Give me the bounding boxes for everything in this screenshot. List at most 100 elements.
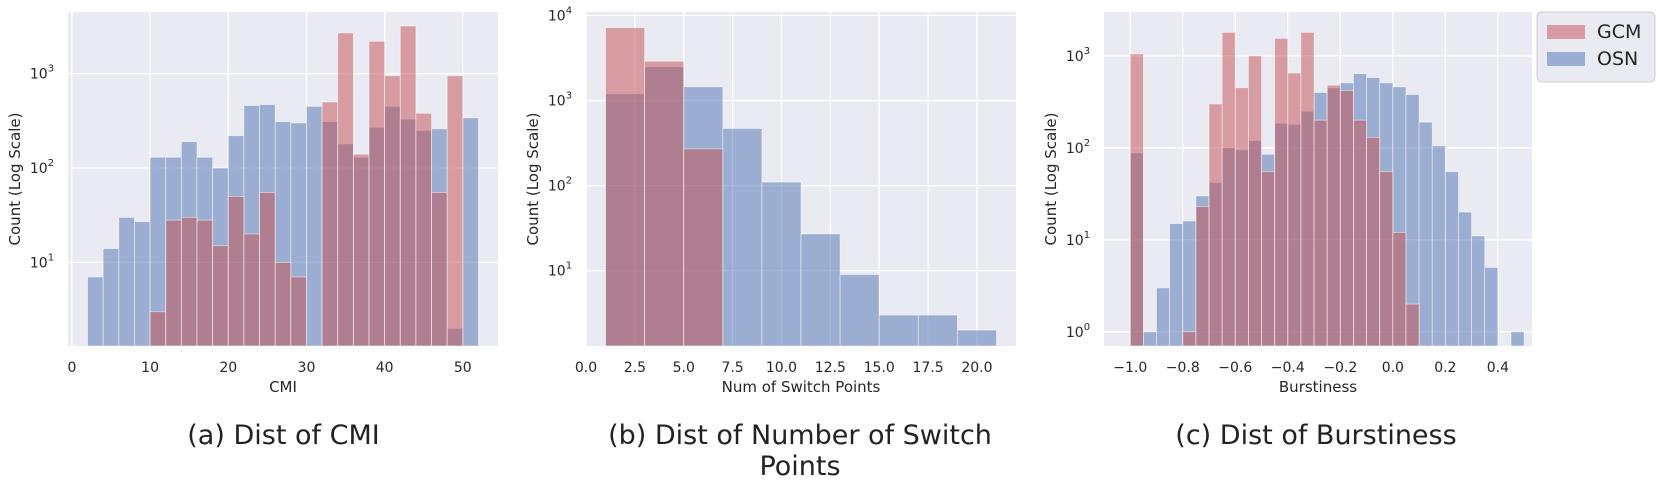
bar-osn xyxy=(761,181,802,347)
x-tick-label: 7.5 xyxy=(721,360,743,376)
bar-gcm xyxy=(352,153,370,347)
bar-gcm xyxy=(415,112,432,347)
x-tick-label: −0.6 xyxy=(1218,360,1252,376)
panel-burstiness: −1.0 −0.8 −0.6 −0.4 −0.2 0.0 0.2 0.410010110210… xyxy=(1042,12,1532,396)
y-axis-label: Count (Log Scale) xyxy=(524,113,542,246)
bar-gcm xyxy=(1208,103,1223,347)
x-tick-label: −0.2 xyxy=(1323,360,1357,376)
bar-gcm xyxy=(149,311,167,347)
y-tick-exponent: 3 xyxy=(48,64,54,75)
x-tick-label: 10 xyxy=(141,360,159,376)
bar-gcm xyxy=(1300,32,1315,347)
bar-osn xyxy=(102,248,120,347)
panel-cmi: 0 10 20 30 40 50 101 102 103 CMI Count (Log Scale) xyxy=(6,12,498,396)
bar-gcm xyxy=(321,101,339,347)
x-tick-label: 17.5 xyxy=(912,360,943,376)
series-gcm xyxy=(1129,32,1420,347)
bar-osn xyxy=(1484,267,1499,347)
bar-gcm xyxy=(644,60,685,347)
caption-b: (b) Dist of Number of Switch Points xyxy=(608,420,992,482)
bar-gcm xyxy=(431,192,448,347)
bar-gcm xyxy=(446,75,464,347)
bar-gcm xyxy=(243,233,260,347)
bar-gcm xyxy=(274,261,292,347)
x-tick-label: 30 xyxy=(298,360,316,376)
x-tick-label: 20 xyxy=(219,360,237,376)
y-tick-label: 101 xyxy=(30,252,54,271)
y-tick-exponent: 1 xyxy=(566,261,572,272)
y-tick-label: 102 xyxy=(548,176,572,195)
bar-osn xyxy=(1431,145,1446,347)
y-tick-exponent: 3 xyxy=(1084,46,1090,57)
bar-gcm xyxy=(1379,171,1394,347)
legend-swatch-gcm xyxy=(1547,25,1585,39)
bar-osn xyxy=(306,105,323,347)
bar-gcm xyxy=(683,148,724,347)
bar-gcm xyxy=(212,245,229,347)
bar-osn xyxy=(1471,235,1486,347)
bar-gcm xyxy=(1287,72,1302,347)
x-tick-label: 0.0 xyxy=(575,360,597,376)
bar-gcm xyxy=(337,32,354,347)
bar-osn xyxy=(1510,331,1525,347)
y-tick-exponent: 1 xyxy=(1084,230,1090,241)
series-gcm xyxy=(605,27,724,347)
x-tick-label: −0.8 xyxy=(1166,360,1200,376)
bar-gcm xyxy=(1248,55,1262,347)
legend-swatch-osn xyxy=(1547,52,1585,66)
bar-osn xyxy=(1182,220,1197,347)
y-tick-label: 102 xyxy=(1066,138,1090,157)
bar-gcm xyxy=(165,219,182,347)
x-tick-label: 12.5 xyxy=(815,360,846,376)
bar-osn xyxy=(878,314,919,347)
bar-gcm xyxy=(1353,119,1367,347)
y-tick-label: 103 xyxy=(30,64,54,83)
y-tick-exponent: 2 xyxy=(1084,138,1090,149)
bar-osn xyxy=(1418,121,1433,347)
bar-gcm xyxy=(1366,136,1381,347)
x-tick-label: −0.4 xyxy=(1271,360,1305,376)
legend-label-gcm: GCM xyxy=(1597,21,1641,43)
bar-gcm xyxy=(384,75,401,347)
bar-osn xyxy=(1444,171,1459,347)
y-tick-label: 101 xyxy=(548,261,572,280)
bar-gcm xyxy=(1234,87,1249,347)
bar-gcm xyxy=(1339,90,1354,347)
x-tick-label: 40 xyxy=(376,360,394,376)
bar-gcm xyxy=(1129,53,1144,347)
bar-gcm xyxy=(1313,119,1328,347)
bar-gcm xyxy=(1221,32,1236,347)
caption-c: (c) Dist of Burstiness xyxy=(1175,420,1457,451)
bar-osn xyxy=(134,221,151,347)
bar-gcm xyxy=(259,192,276,347)
bar-gcm xyxy=(1392,232,1407,347)
x-tick-label: −1.0 xyxy=(1113,360,1147,376)
bar-osn xyxy=(118,216,135,347)
bar-gcm xyxy=(368,40,386,347)
bar-osn xyxy=(1156,287,1171,347)
y-tick-exponent: 3 xyxy=(566,91,572,102)
bar-osn xyxy=(1458,211,1473,347)
bar-gcm xyxy=(1195,206,1210,347)
y-tick-exponent: 2 xyxy=(48,158,54,169)
y-axis-label: Count (Log Scale) xyxy=(6,113,24,246)
x-tick-label: 0.2 xyxy=(1434,360,1456,376)
y-tick-exponent: 4 xyxy=(566,6,572,17)
x-tick-label: 10.0 xyxy=(766,360,797,376)
bar-osn xyxy=(462,117,479,347)
bar-gcm xyxy=(1182,331,1197,347)
bar-gcm xyxy=(1405,303,1420,347)
x-tick-label: 2.5 xyxy=(624,360,646,376)
bar-gcm xyxy=(605,27,646,347)
bar-gcm xyxy=(196,219,214,347)
bar-osn xyxy=(1169,223,1184,347)
bar-osn xyxy=(722,128,763,347)
bar-gcm xyxy=(1274,37,1289,347)
bar-osn xyxy=(917,314,958,347)
bar-osn xyxy=(87,276,104,347)
y-tick-label: 100 xyxy=(1066,322,1090,341)
legend-label-osn: OSN xyxy=(1597,48,1638,70)
x-axis-label: Num of Switch Points xyxy=(722,378,881,396)
y-tick-label: 104 xyxy=(548,6,572,25)
x-tick-label: 15.0 xyxy=(864,360,895,376)
